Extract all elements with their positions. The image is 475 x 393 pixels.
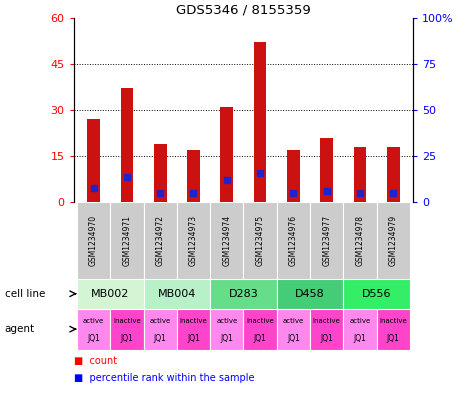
Bar bbox=[377, 309, 410, 350]
Bar bbox=[320, 138, 333, 202]
Point bbox=[290, 190, 297, 196]
Bar bbox=[110, 202, 143, 279]
Bar bbox=[110, 309, 143, 350]
Text: GSM1234979: GSM1234979 bbox=[389, 215, 398, 266]
Text: JQ1: JQ1 bbox=[87, 334, 100, 343]
Bar bbox=[177, 202, 210, 279]
Bar bbox=[343, 202, 377, 279]
Point bbox=[323, 188, 331, 195]
Bar bbox=[244, 202, 277, 279]
Point bbox=[190, 190, 197, 196]
Text: agent: agent bbox=[5, 324, 35, 334]
Text: JQ1: JQ1 bbox=[121, 334, 133, 343]
Bar bbox=[287, 150, 300, 202]
Bar bbox=[277, 309, 310, 350]
Bar bbox=[244, 309, 277, 350]
Title: GDS5346 / 8155359: GDS5346 / 8155359 bbox=[176, 4, 311, 17]
Bar bbox=[143, 279, 210, 309]
Bar bbox=[343, 309, 377, 350]
Text: GSM1234971: GSM1234971 bbox=[123, 215, 132, 266]
Bar bbox=[210, 202, 244, 279]
Bar bbox=[310, 202, 343, 279]
Text: inactive: inactive bbox=[113, 318, 141, 324]
Bar bbox=[77, 279, 143, 309]
Text: MB002: MB002 bbox=[91, 289, 130, 299]
Text: GSM1234976: GSM1234976 bbox=[289, 215, 298, 266]
Point bbox=[356, 190, 364, 196]
Text: ■  percentile rank within the sample: ■ percentile rank within the sample bbox=[74, 373, 254, 383]
Text: JQ1: JQ1 bbox=[254, 334, 266, 343]
Text: JQ1: JQ1 bbox=[353, 334, 366, 343]
Text: JQ1: JQ1 bbox=[154, 334, 167, 343]
Text: JQ1: JQ1 bbox=[187, 334, 200, 343]
Text: GSM1234973: GSM1234973 bbox=[189, 215, 198, 266]
Text: cell line: cell line bbox=[5, 289, 45, 299]
Text: inactive: inactive bbox=[380, 318, 407, 324]
Bar bbox=[277, 279, 343, 309]
Text: active: active bbox=[216, 318, 238, 324]
Point bbox=[223, 177, 230, 184]
Point bbox=[156, 190, 164, 196]
Text: D283: D283 bbox=[228, 289, 258, 299]
Bar bbox=[77, 202, 110, 279]
Text: GSM1234978: GSM1234978 bbox=[355, 215, 364, 266]
Text: inactive: inactive bbox=[246, 318, 274, 324]
Bar bbox=[154, 144, 167, 202]
Bar bbox=[87, 119, 100, 202]
Point bbox=[256, 170, 264, 176]
Text: GSM1234970: GSM1234970 bbox=[89, 215, 98, 266]
Text: JQ1: JQ1 bbox=[220, 334, 233, 343]
Text: GSM1234977: GSM1234977 bbox=[322, 215, 331, 266]
Text: MB004: MB004 bbox=[158, 289, 196, 299]
Point bbox=[90, 184, 97, 191]
Text: inactive: inactive bbox=[180, 318, 208, 324]
Text: GSM1234974: GSM1234974 bbox=[222, 215, 231, 266]
Bar bbox=[210, 309, 244, 350]
Text: active: active bbox=[349, 318, 370, 324]
Text: GSM1234975: GSM1234975 bbox=[256, 215, 265, 266]
Bar bbox=[177, 309, 210, 350]
Text: active: active bbox=[283, 318, 304, 324]
Bar bbox=[121, 88, 133, 202]
Bar bbox=[277, 202, 310, 279]
Text: D556: D556 bbox=[362, 289, 391, 299]
Text: JQ1: JQ1 bbox=[287, 334, 300, 343]
Text: inactive: inactive bbox=[313, 318, 341, 324]
Text: active: active bbox=[83, 318, 104, 324]
Bar bbox=[387, 147, 399, 202]
Point bbox=[390, 190, 397, 196]
Text: active: active bbox=[150, 318, 171, 324]
Point bbox=[123, 173, 131, 180]
Bar bbox=[354, 147, 366, 202]
Text: GSM1234972: GSM1234972 bbox=[156, 215, 165, 266]
Text: JQ1: JQ1 bbox=[320, 334, 333, 343]
Bar bbox=[210, 279, 277, 309]
Bar bbox=[143, 202, 177, 279]
Bar bbox=[343, 279, 410, 309]
Bar bbox=[143, 309, 177, 350]
Bar bbox=[254, 42, 266, 202]
Bar bbox=[310, 309, 343, 350]
Text: D458: D458 bbox=[295, 289, 325, 299]
Text: JQ1: JQ1 bbox=[387, 334, 399, 343]
Text: ■  count: ■ count bbox=[74, 356, 117, 366]
Bar bbox=[220, 107, 233, 202]
Bar bbox=[187, 150, 200, 202]
Bar bbox=[77, 309, 110, 350]
Bar bbox=[377, 202, 410, 279]
